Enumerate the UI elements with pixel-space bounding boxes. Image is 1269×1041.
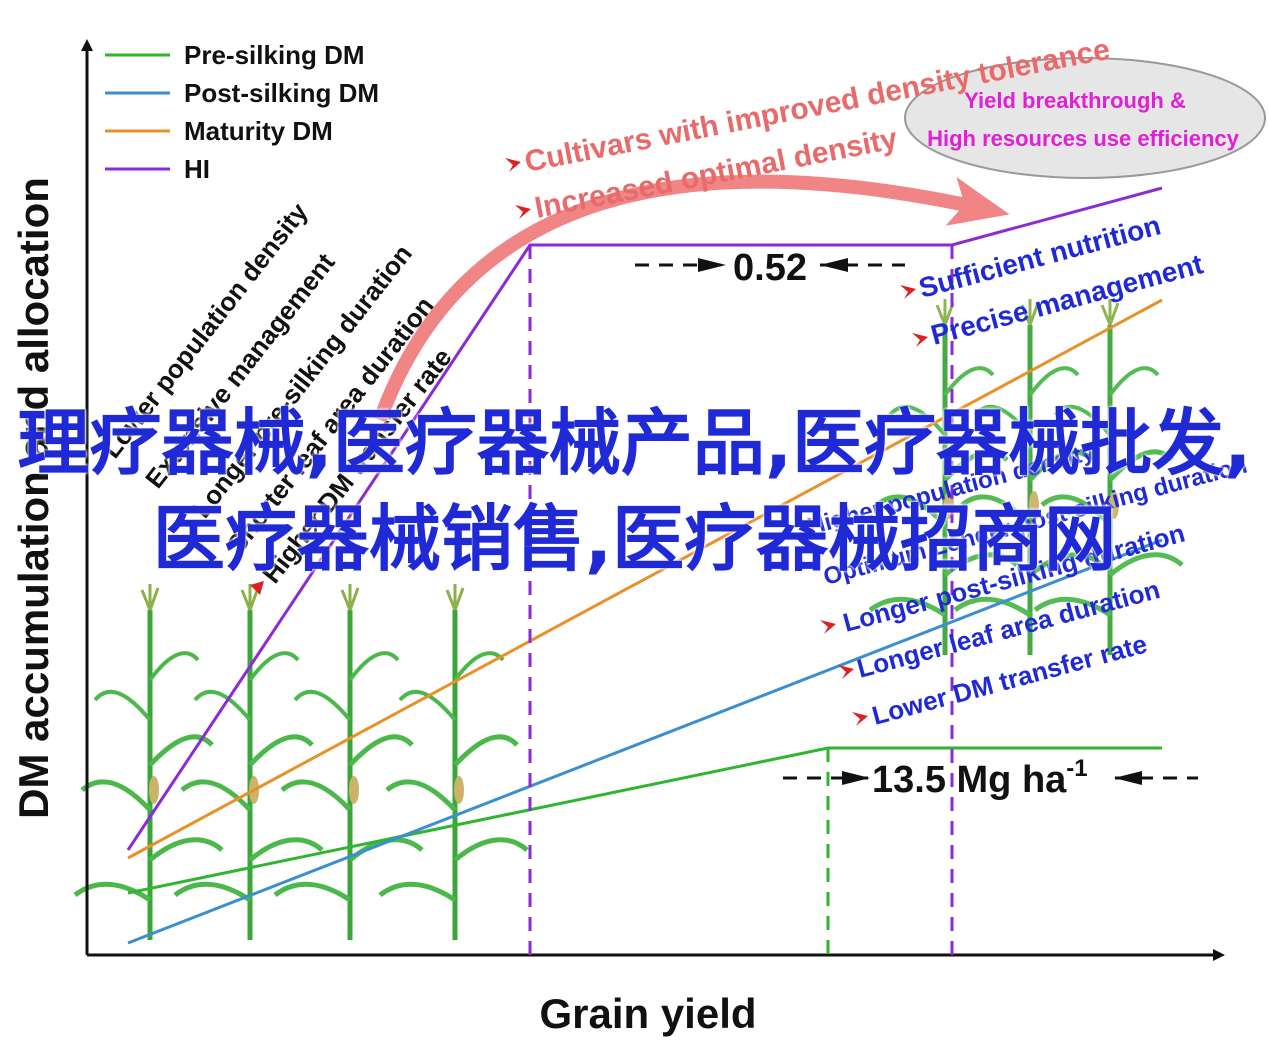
hi-value: 0.52 xyxy=(733,247,807,289)
legend-label-post-silking-dm: Post-silking DM xyxy=(184,78,379,108)
legend-label-maturity-dm: Maturity DM xyxy=(184,116,333,146)
yield-value: 13.5 Mg ha-1 xyxy=(872,755,1088,801)
hi-value-marker: 0.52 xyxy=(635,247,905,289)
right-top-factors: Sufficient nutrition Precise management xyxy=(900,209,1206,351)
ellipse-line-1: Yield breakthrough & xyxy=(964,88,1186,113)
yield-breakthrough-ellipse: Yield breakthrough & High resources use … xyxy=(904,57,1266,179)
maize-plants-left xyxy=(75,584,527,940)
left-factors: Lower population density Extensive manag… xyxy=(96,197,458,595)
right-bottom-factors: Higher population density Optimum Longer… xyxy=(805,438,1250,731)
legend: Pre-silking DM Post-silking DM Maturity … xyxy=(105,40,379,184)
series-line-maturity-dm xyxy=(127,298,1163,860)
legend-label-pre-silking-dm: Pre-silking DM xyxy=(184,40,365,70)
legend-label-hi: HI xyxy=(184,154,210,184)
series-line-post-silking-dm xyxy=(127,538,1163,945)
x-axis-label: Grain yield xyxy=(539,990,756,1037)
y-axis-label: DM accumulation and allocation xyxy=(10,177,57,819)
ellipse-line-2: High resources use efficiency xyxy=(927,126,1240,151)
improvement-arrow xyxy=(373,174,1010,423)
yield-value-marker: 13.5 Mg ha-1 xyxy=(783,755,1198,801)
series-line-hi xyxy=(126,186,1163,851)
